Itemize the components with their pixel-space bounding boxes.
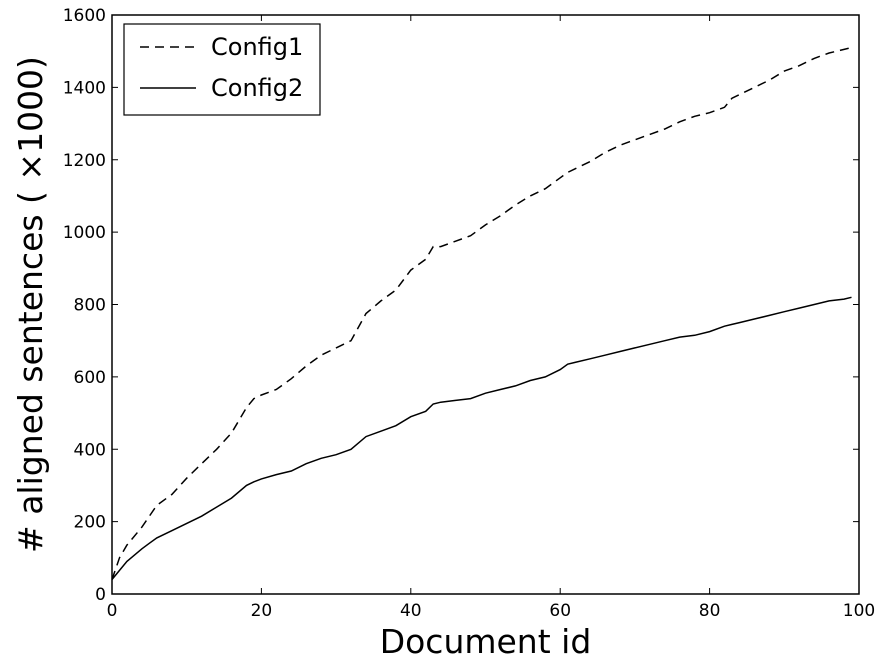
y-tick-label: 800 bbox=[74, 296, 106, 316]
x-tick-label: 60 bbox=[549, 601, 571, 621]
legend-label-config1: Config1 bbox=[211, 33, 303, 61]
x-tick-label: 40 bbox=[400, 601, 422, 621]
y-tick-label: 0 bbox=[95, 585, 106, 605]
y-tick-label: 200 bbox=[74, 513, 106, 533]
legend-box bbox=[123, 23, 321, 116]
x-axis: 0 20 40 60 80 100 bbox=[107, 15, 875, 621]
y-axis-title: # aligned sentences ( ×1000) bbox=[11, 56, 50, 553]
y-tick-label: 600 bbox=[74, 368, 106, 388]
x-tick-label: 80 bbox=[699, 601, 721, 621]
plot-lines bbox=[111, 46, 852, 580]
y-tick-label: 1600 bbox=[63, 6, 106, 26]
y-tick-label: 1200 bbox=[63, 151, 106, 171]
series-line-config2 bbox=[111, 296, 852, 580]
x-tick-label: 20 bbox=[251, 601, 273, 621]
legend: Config1 Config2 bbox=[123, 23, 321, 116]
legend-label-config2: Config2 bbox=[211, 74, 303, 102]
y-tick-label: 1400 bbox=[63, 78, 106, 98]
series-line-config1 bbox=[111, 46, 852, 580]
x-axis-title: Document id bbox=[380, 622, 592, 661]
y-axis: 0 200 400 600 800 1000 1200 1400 1600 bbox=[63, 6, 859, 605]
y-tick-label: 1000 bbox=[63, 223, 106, 243]
x-tick-label: 100 bbox=[843, 601, 875, 621]
y-tick-label: 400 bbox=[74, 440, 106, 460]
x-tick-label: 0 bbox=[107, 601, 118, 621]
